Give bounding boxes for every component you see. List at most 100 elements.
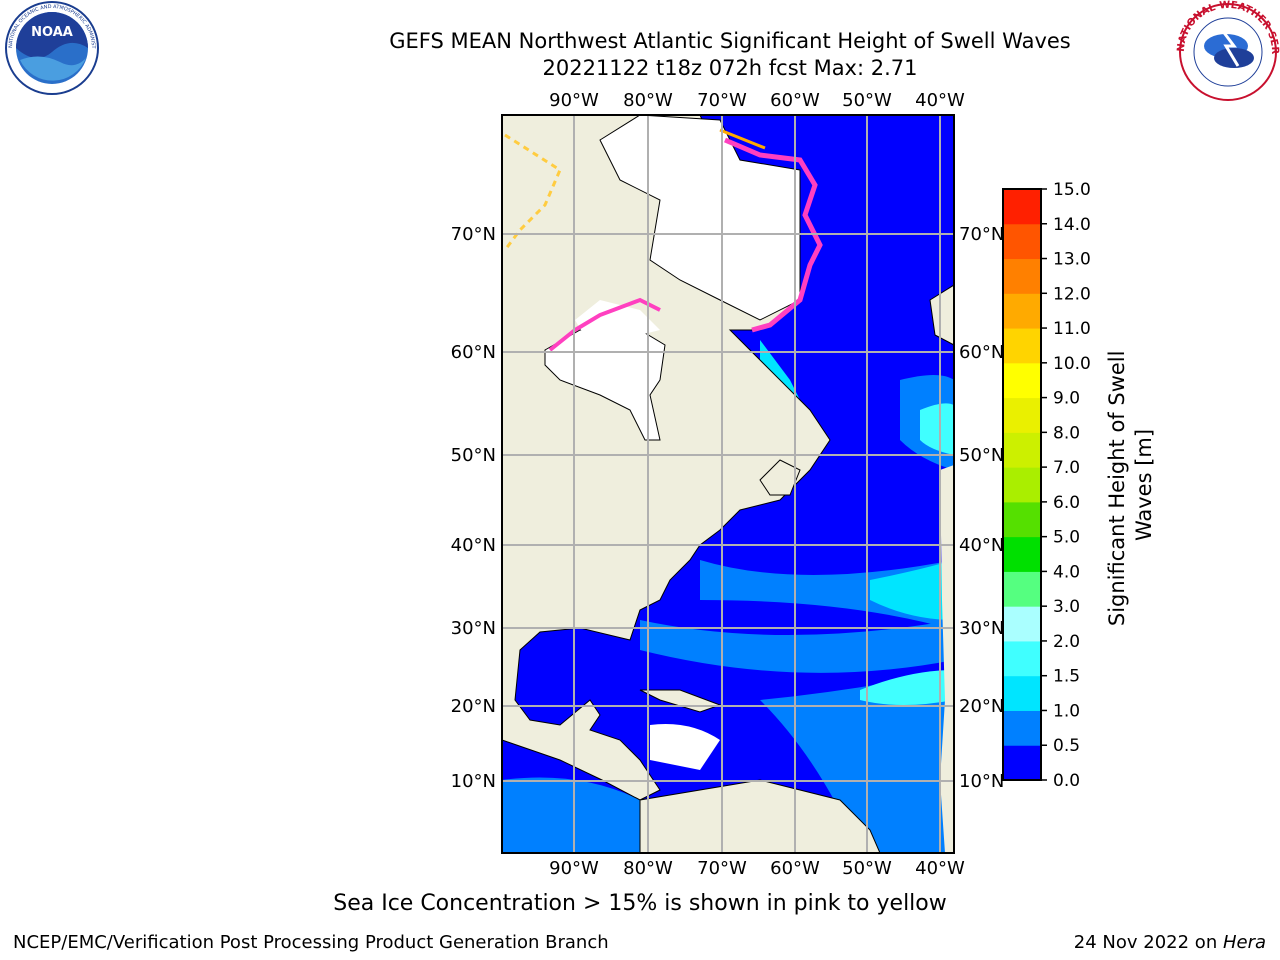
colorbar-tick-label: 12.0 (1053, 284, 1091, 304)
colorbar-tick-label: 6.0 (1053, 493, 1080, 513)
lat-label: 60°N (451, 342, 496, 363)
colorbar-segment (1003, 328, 1041, 364)
colorbar-label-line1: Significant Height of Swell (1105, 351, 1129, 627)
lat-label: 30°N (959, 618, 1004, 639)
colorbar-tick-label: 10.0 (1053, 354, 1091, 374)
colorbar-segment (1003, 606, 1041, 642)
svg-text:NOAA: NOAA (31, 25, 73, 40)
colorbar-tick-label: 11.0 (1053, 319, 1091, 339)
lat-label: 40°N (451, 535, 496, 556)
colorbar-tick-label: 14.0 (1053, 215, 1091, 235)
colorbar-label: Significant Height of Swell Waves [m] (1105, 344, 1156, 626)
swell-band (760, 670, 954, 853)
lon-label: 50°W (842, 90, 892, 111)
colorbar-segment (1003, 397, 1041, 433)
colorbar-tick-label: 2.0 (1053, 632, 1080, 652)
colorbar-tick-label: 1.5 (1053, 667, 1080, 687)
sea-ice-edge (719, 128, 766, 150)
colorbar-segment (1003, 362, 1041, 399)
caribbean-blank (650, 724, 720, 770)
colorbar-tick-label: 4.0 (1053, 562, 1080, 582)
colorbar-segment (1003, 640, 1041, 677)
map-frame (501, 114, 955, 854)
lat-labels-right: 70°N 60°N 50°N 40°N 30°N 20°N 10°N (959, 224, 1004, 792)
colorbar-segment (1003, 536, 1041, 572)
swell-band (860, 670, 954, 705)
noaa-logo: NOAA NATIONAL OCEANIC AND ATMOSPHERIC AD… (0, 0, 99, 95)
lat-label: 50°N (451, 445, 496, 466)
lon-labels-top: 90°W 80°W 70°W 60°W 50°W 40°W (549, 90, 965, 111)
greenland-ice (599, 115, 801, 321)
lat-label: 30°N (451, 618, 496, 639)
colorbar-label-line2: Waves [m] (1132, 429, 1156, 541)
nws-logo: NATIONAL WEATHER SERVICE (1176, 0, 1280, 101)
sea-ice-area (575, 300, 660, 345)
lon-label: 40°W (915, 90, 965, 111)
lat-label: 20°N (451, 696, 496, 717)
colorbar-tick-label: 5.0 (1053, 528, 1080, 548)
colorbar-segment (1003, 675, 1041, 711)
colorbar-frame (1002, 188, 1042, 781)
colorbar-tick-label: 8.0 (1053, 423, 1080, 443)
colorbar-tick-label: 13.0 (1053, 250, 1091, 270)
lon-label: 80°W (623, 90, 673, 111)
lat-label: 40°N (959, 535, 1004, 556)
colorbar-tick-label: 1.0 (1053, 701, 1080, 721)
sea-ice-edge (548, 297, 661, 352)
lon-label: 50°W (842, 858, 892, 879)
credit-text: NCEP/EMC/Verification Post Processing Pr… (13, 932, 609, 953)
colorbar-tick-label: 15.0 (1053, 180, 1091, 200)
lat-label: 70°N (451, 224, 496, 245)
colorbar-segment (1003, 293, 1041, 329)
lon-labels-bottom: 90°W 80°W 70°W 60°W 50°W 40°W (549, 858, 965, 879)
colorbar-segment (1003, 710, 1041, 746)
colorbar-segment (1003, 223, 1041, 260)
lon-label: 60°W (770, 90, 820, 111)
lat-label: 10°N (959, 771, 1004, 792)
lat-label: 60°N (959, 342, 1004, 363)
lat-label: 70°N (959, 224, 1004, 245)
lat-label: 20°N (959, 696, 1004, 717)
forecast-subtitle: 20221122 t18z 072h fcst Max: 2.71 (542, 56, 918, 80)
lon-label: 70°W (697, 90, 747, 111)
sea-ice-caption: Sea Ice Concentration > 15% is shown in … (333, 891, 947, 916)
lon-label: 60°W (770, 858, 820, 879)
date-prefix: 24 Nov 2022 on (1073, 932, 1223, 953)
lat-label: 50°N (959, 445, 1004, 466)
colorbar-segment (1003, 467, 1041, 503)
south-america-land (639, 779, 881, 853)
map-plot-area (502, 115, 954, 853)
sea-ice-edge (724, 137, 823, 333)
lon-label: 90°W (549, 858, 599, 879)
swell-band (870, 560, 954, 620)
swell-band (502, 777, 640, 853)
date-text: 24 Nov 2022 on Hera (1074, 932, 1266, 953)
colorbar-segment (1003, 745, 1041, 781)
colorbar-segment (1003, 571, 1041, 607)
colorbar-tick-label: 0.5 (1053, 736, 1080, 756)
colorbar-segment (1003, 258, 1041, 294)
greenland-east-coast (929, 284, 954, 346)
sea-ice-edge (503, 133, 562, 251)
swell-band (760, 340, 800, 400)
swell-band (920, 403, 954, 455)
colorbar: 0.0 0.5 1.0 1.5 2.0 3.0 4.0 5.0 6.0 7.0 8.0 9.0 10.0… (1002, 180, 1091, 791)
graticule (502, 115, 954, 853)
colorbar-segment (1003, 432, 1041, 468)
colorbar-tick-label: 3.0 (1053, 597, 1080, 617)
lon-label: 70°W (697, 858, 747, 879)
colorbar-segment (1003, 501, 1041, 538)
colorbar-tick-label: 9.0 (1053, 389, 1080, 409)
host-name: Hera (1222, 932, 1266, 953)
colorbar-tick-label: 0.0 (1053, 771, 1080, 791)
map-title: GEFS MEAN Northwest Atlantic Significant… (389, 29, 1071, 53)
colorbar-tick-label: 7.0 (1053, 458, 1080, 478)
lat-labels-left: 70°N 60°N 50°N 40°N 30°N 20°N 10°N (451, 224, 496, 792)
lon-label: 80°W (623, 858, 673, 879)
lat-label: 10°N (451, 771, 496, 792)
colorbar-segment (1003, 189, 1041, 225)
lon-label: 90°W (549, 90, 599, 111)
swell-band (640, 620, 954, 673)
lon-label: 40°W (915, 858, 965, 879)
